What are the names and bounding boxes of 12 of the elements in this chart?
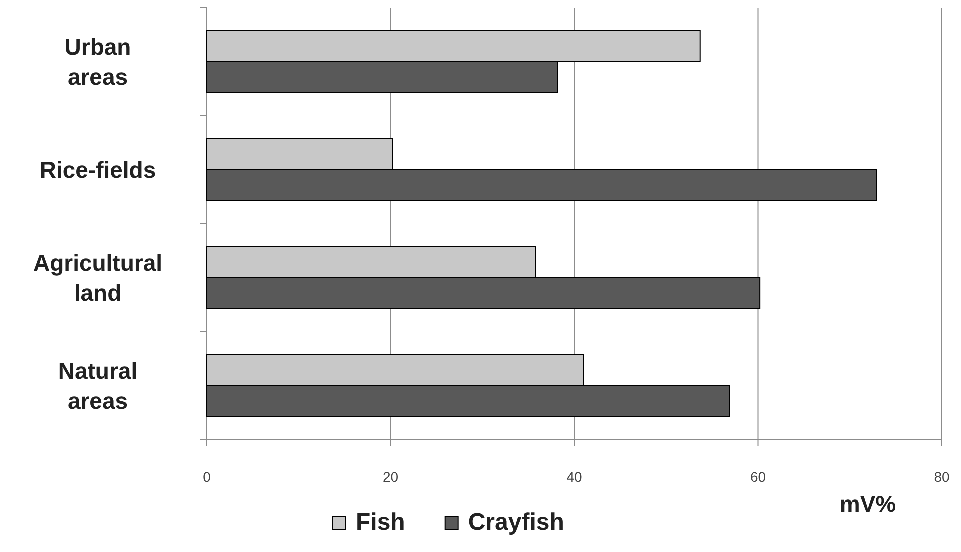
y-tick-label: Urban areas: [64, 34, 132, 90]
x-tick-label: 20: [382, 468, 399, 485]
x-tick-label: 80: [934, 468, 950, 485]
legend-label: Fish: [356, 509, 406, 536]
y-tick-label: Agricultural land: [33, 250, 163, 306]
x-tick-label: 60: [750, 468, 766, 485]
x-tick-label: 40: [566, 468, 582, 485]
x-axis-title: mV%: [840, 491, 896, 517]
y-tick-label: Natural areas: [58, 358, 138, 414]
x-tick-label: 0: [203, 468, 212, 485]
legend-label: Crayfish: [468, 509, 564, 536]
y-tick-label: Rice-fields: [40, 157, 156, 183]
